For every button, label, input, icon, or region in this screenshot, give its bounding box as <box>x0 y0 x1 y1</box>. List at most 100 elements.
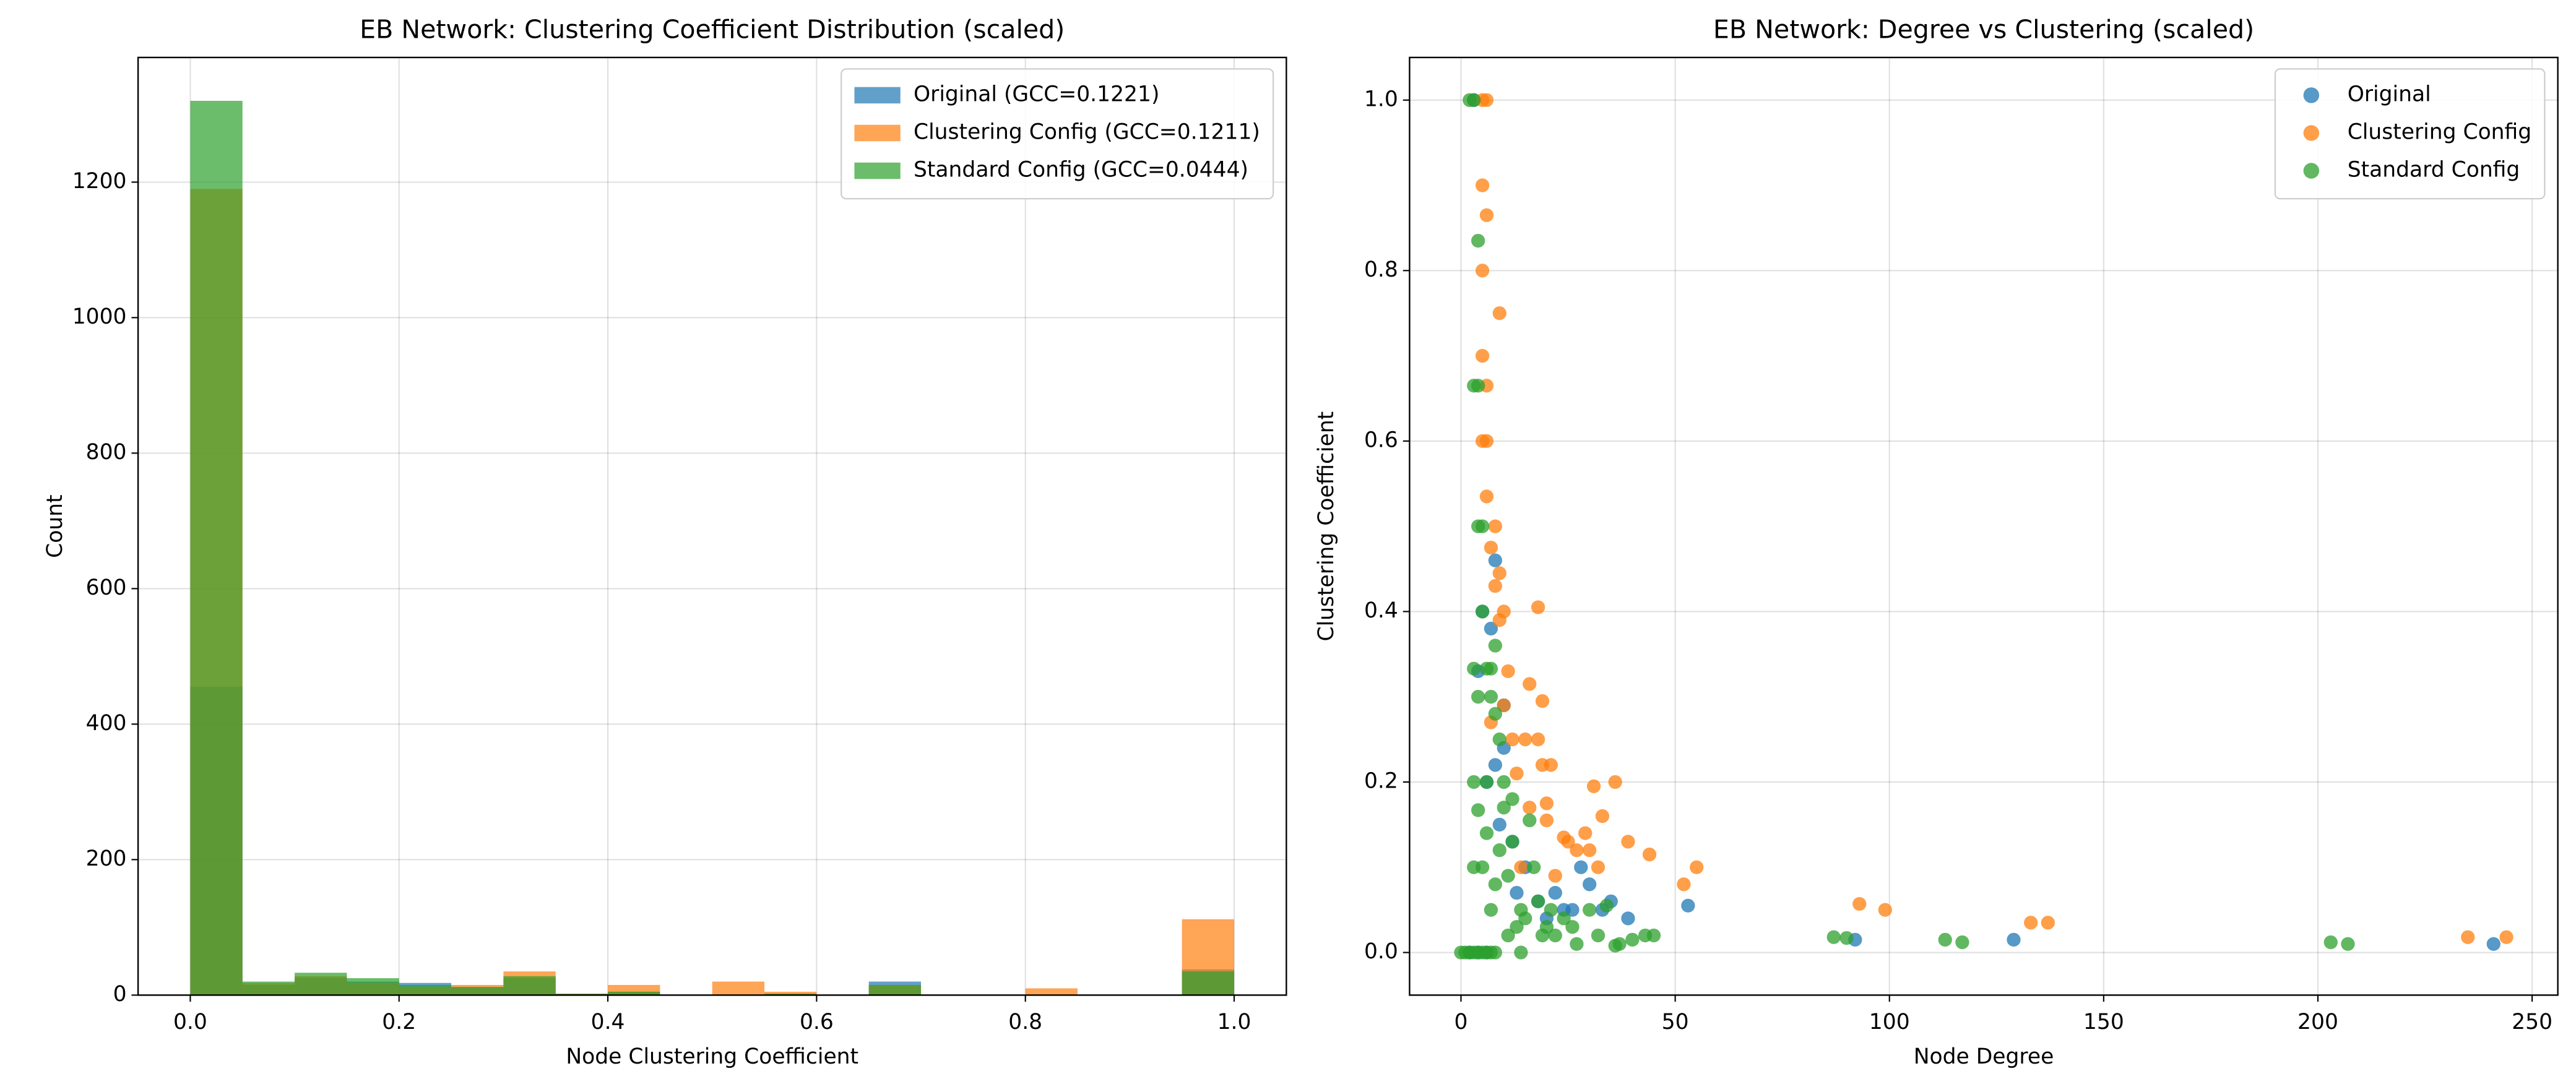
scatter-point <box>1514 860 1528 874</box>
scatter-point <box>1638 928 1653 943</box>
scatter-point <box>1488 553 1503 567</box>
y-tick-label: 0.8 <box>1364 257 1398 282</box>
scatter-point <box>1479 434 1494 449</box>
scatter-point <box>2007 932 2021 947</box>
x-tick-label: 0.4 <box>591 1010 625 1034</box>
plot-background <box>1409 57 2558 995</box>
scatter-point <box>1501 928 1515 943</box>
scatter-point <box>1535 694 1550 708</box>
scatter-point <box>1561 835 1575 849</box>
scatter-point <box>1492 306 1506 320</box>
legend-swatch <box>854 162 901 179</box>
scatter-point <box>1531 894 1545 909</box>
axes-frame <box>137 56 1287 996</box>
scatter-point <box>1479 208 1494 222</box>
histogram-bar <box>764 991 817 995</box>
scatter-point <box>1514 945 1528 960</box>
scatter-point <box>1467 860 1481 874</box>
x-tick-label: 0.8 <box>1008 1010 1042 1034</box>
scatter-point <box>1471 690 1485 704</box>
scatter-point <box>1467 775 1481 789</box>
x-axis-label: Node Clustering Coefficient <box>566 1044 858 1069</box>
scatter-point <box>1852 896 1867 911</box>
chart-title: EB Network: Degree vs Clustering (scaled… <box>1713 14 2254 44</box>
scatter-point <box>1492 843 1506 858</box>
scatter-point <box>1467 379 1481 393</box>
scatter-point <box>1681 898 1695 913</box>
legend-swatch <box>854 124 901 142</box>
histogram-bar <box>608 991 660 995</box>
scatter-point <box>1484 540 1498 555</box>
histogram-bar <box>868 984 922 995</box>
x-tick-label: 250 <box>2512 1010 2552 1034</box>
histogram-bar <box>190 100 243 995</box>
plot-background <box>138 57 1287 995</box>
scatter-point <box>1505 835 1519 849</box>
y-tick-label: 1.0 <box>1364 87 1398 111</box>
axes-frame <box>1409 56 2559 996</box>
y-axis-label: Count <box>43 494 67 557</box>
scatter-point <box>1492 732 1506 747</box>
legend-box <box>2274 68 2546 200</box>
y-tick-label: 0.0 <box>1364 939 1398 964</box>
legend: Original (GCC=0.1221) Clustering Config (… <box>841 68 1274 200</box>
scatter-point <box>1539 813 1554 828</box>
scatter-point <box>1510 885 1524 900</box>
scatter-point <box>1518 732 1532 747</box>
legend: Original Clustering Config Standard Config <box>2274 68 2546 200</box>
histogram-bar <box>712 981 765 995</box>
histogram-bar <box>451 987 504 995</box>
scatter-point <box>1475 604 1490 619</box>
y-tick-label: 0.4 <box>1364 598 1398 623</box>
x-tick-label: 0 <box>1454 1010 1468 1034</box>
legend-marker <box>2303 125 2320 141</box>
scatter-point <box>1492 613 1506 627</box>
scatter-point <box>1484 690 1498 704</box>
scatter-point <box>1518 911 1532 926</box>
scatter-point <box>1488 638 1503 653</box>
scatter-point <box>1479 775 1494 789</box>
x-tick-label: 100 <box>1869 1010 1910 1034</box>
scatter-point <box>1595 809 1610 823</box>
scatter-point <box>1467 661 1481 676</box>
scatter-point <box>1586 779 1601 794</box>
y-tick-label: 1200 <box>72 169 127 194</box>
scatter-point <box>1565 920 1580 934</box>
scatter-point <box>1677 877 1691 892</box>
scatter-point <box>1570 937 1584 951</box>
scatter-point <box>1826 930 1841 944</box>
scatter-point <box>1690 860 1704 874</box>
scatter-point <box>1475 348 1490 363</box>
scatter-point <box>1583 843 1597 858</box>
scatter-point <box>1583 903 1597 917</box>
chart-title: EB Network: Clustering Coefficient Distr… <box>360 14 1065 44</box>
scatter-point <box>1505 732 1519 747</box>
y-tick-label: 600 <box>86 575 127 600</box>
scatter-point <box>1488 758 1503 772</box>
scatter-point <box>2041 916 2055 930</box>
scatter-point <box>1625 932 1640 947</box>
panel: 0.0 0.2 0.4 0.6 0.8 1.0 0 200 400 600 800 1000 1200 E… <box>43 14 1287 1069</box>
scatter-point <box>1484 661 1498 676</box>
scatter-point <box>1510 920 1524 934</box>
scatter-point <box>1484 621 1498 636</box>
legend-label: Original <box>2348 82 2431 106</box>
scatter-point <box>1583 877 1597 892</box>
scatter-point <box>2499 930 2513 944</box>
panel: 0 50 100 150 200 250 0.0 0.2 0.4 0.6 0.8 1.0 EB Netw… <box>1314 14 2559 1069</box>
y-tick-label: 400 <box>86 711 127 736</box>
scatter-point <box>1544 903 1558 917</box>
y-axis-label: Clustering Coefficient <box>1314 411 1339 642</box>
scatter-point <box>1839 931 1854 945</box>
scatter-point <box>1548 885 1562 900</box>
scatter-point <box>1501 869 1515 883</box>
scatter-point <box>1527 860 1541 874</box>
scatter-point <box>1523 677 1537 691</box>
legend-label: Standard Config (GCC=0.0444) <box>914 158 1248 183</box>
scatter-point <box>2486 937 2500 951</box>
y-tick-label: 1000 <box>72 304 127 329</box>
scatter-point <box>1488 578 1503 593</box>
scatter-point <box>1608 939 1622 953</box>
scatter-point <box>1574 860 1588 874</box>
scatter-point <box>1488 519 1503 533</box>
